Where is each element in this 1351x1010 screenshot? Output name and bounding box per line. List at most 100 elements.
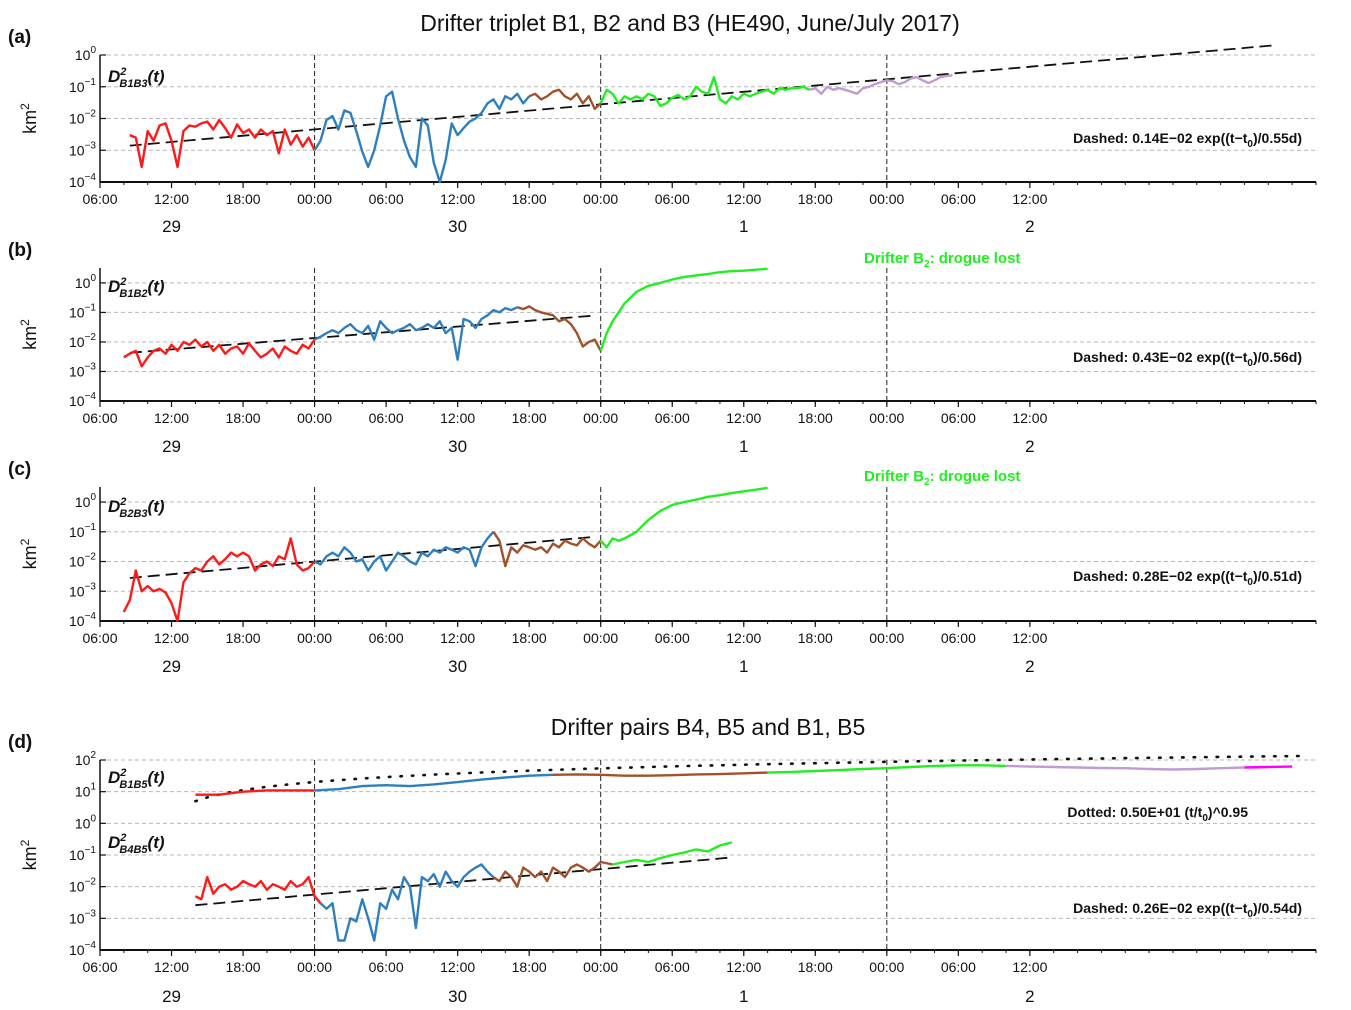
x-tick-label: 06:00 bbox=[655, 959, 690, 975]
x-tick-label: 12:00 bbox=[154, 410, 189, 426]
x-tick-label: 00:00 bbox=[869, 191, 904, 207]
y-tick-label: 101 bbox=[75, 782, 97, 800]
x-tick-label: 06:00 bbox=[369, 191, 404, 207]
data-line-day29 bbox=[195, 789, 315, 796]
fit-equation: Dashed: 0.26E−02 exp((t−t0​)/0.54d) bbox=[1073, 900, 1302, 920]
panel-label: (b) bbox=[8, 240, 32, 261]
dashed-exp-fit bbox=[129, 535, 595, 579]
x-tick-label: 18:00 bbox=[226, 410, 261, 426]
dashed-exp-fit bbox=[129, 314, 595, 354]
y-axis-label: km2 bbox=[18, 839, 40, 870]
y-tick-label: 10−4 bbox=[69, 172, 96, 190]
y-tick-label: 10−1 bbox=[69, 302, 96, 320]
x-tick-label: 06:00 bbox=[941, 410, 976, 426]
drogue-lost-annotation: Drifter B2​: drogue lost bbox=[864, 250, 1020, 270]
y-tick-label: 10−1 bbox=[69, 522, 96, 540]
fit-equation: Dashed: 0.43E−02 exp((t−t0​)/0.56d) bbox=[1073, 349, 1302, 369]
x-tick-label: 00:00 bbox=[583, 410, 618, 426]
x-tick-label: 18:00 bbox=[512, 630, 547, 646]
x-tick-label: 12:00 bbox=[440, 410, 475, 426]
y-tick-label: 102 bbox=[75, 750, 97, 768]
y-axis-label: km2 bbox=[18, 538, 40, 569]
data-line-day29 bbox=[123, 338, 316, 368]
day-label: 2 bbox=[1025, 657, 1034, 676]
panel-label: (c) bbox=[8, 459, 31, 480]
x-tick-label: 06:00 bbox=[941, 191, 976, 207]
x-tick-label: 06:00 bbox=[82, 410, 117, 426]
data-line-day1 bbox=[767, 764, 1007, 774]
x-tick-label: 00:00 bbox=[297, 959, 332, 975]
x-tick-label: 12:00 bbox=[154, 630, 189, 646]
x-tick-label: 18:00 bbox=[512, 191, 547, 207]
x-tick-label: 18:00 bbox=[798, 630, 833, 646]
x-tick-label: 12:00 bbox=[154, 191, 189, 207]
x-tick-label: 12:00 bbox=[1012, 410, 1047, 426]
day-label: 30 bbox=[448, 217, 467, 236]
chart-panel-c: 10−4 10−3 10−2 10−1 100 06:00 12:00 18:00 00:00 0… bbox=[8, 459, 1317, 676]
fit-equation: Dashed: 0.14E−02 exp((t−t0​)/0.55d) bbox=[1073, 130, 1302, 150]
chart-panel-b: 10−4 10−3 10−2 10−1 100 06:00 12:00 18:00 00:00 0… bbox=[8, 240, 1317, 456]
day-label: 30 bbox=[448, 657, 467, 676]
y-tick-label: 10−3 bbox=[69, 908, 96, 926]
y-tick-label: 10−4 bbox=[69, 940, 96, 958]
y-tick-label: 10−2 bbox=[69, 552, 96, 570]
y-tick-label: 10−4 bbox=[69, 391, 96, 409]
y-tick-label: 10−2 bbox=[69, 877, 96, 895]
x-tick-label: 00:00 bbox=[297, 410, 332, 426]
y-tick-label: 10−3 bbox=[69, 361, 96, 379]
x-tick-label: 06:00 bbox=[82, 630, 117, 646]
data-line-day1 bbox=[599, 486, 768, 549]
data-line-day29 bbox=[129, 118, 316, 169]
title-bottom: Drifter pairs B4, B5 and B1, B5 bbox=[551, 714, 866, 740]
y-axis-label: km2 bbox=[18, 319, 40, 350]
data-line-day30b bbox=[528, 88, 602, 111]
x-tick-label: 06:00 bbox=[369, 630, 404, 646]
x-tick-label: 18:00 bbox=[226, 191, 261, 207]
x-tick-label: 06:00 bbox=[369, 959, 404, 975]
x-tick-label: 12:00 bbox=[726, 410, 761, 426]
data-line-day29 bbox=[122, 537, 316, 623]
day-label: 1 bbox=[739, 217, 748, 236]
data-line-day30a bbox=[314, 531, 495, 572]
data-line-day29 bbox=[194, 875, 322, 904]
day-label: 29 bbox=[162, 657, 181, 676]
day-label: 2 bbox=[1025, 217, 1034, 236]
x-tick-label: 06:00 bbox=[655, 410, 690, 426]
drogue-lost-annotation: Drifter B2​: drogue lost bbox=[864, 468, 1020, 488]
y-tick-label: 10−2 bbox=[69, 332, 96, 350]
data-line-day30a bbox=[314, 306, 518, 361]
x-tick-label: 00:00 bbox=[869, 410, 904, 426]
chart-panel-a: 10−4 10−3 10−2 10−1 100 06:00 12:00 18:00 00:00 0… bbox=[8, 27, 1317, 236]
x-tick-label: 00:00 bbox=[869, 959, 904, 975]
panel-label: (a) bbox=[8, 27, 31, 48]
x-tick-label: 12:00 bbox=[1012, 191, 1047, 207]
data-line-day2 bbox=[1244, 765, 1293, 769]
x-tick-label: 18:00 bbox=[512, 410, 547, 426]
x-tick-label: 06:00 bbox=[655, 191, 690, 207]
y-tick-label: 10−1 bbox=[69, 845, 96, 863]
day-label: 30 bbox=[448, 437, 467, 456]
x-tick-label: 18:00 bbox=[226, 959, 261, 975]
series-label: D2 B2B3(t) bbox=[108, 496, 165, 520]
dashed-exp-fit bbox=[129, 44, 1275, 147]
x-tick-label: 18:00 bbox=[798, 959, 833, 975]
x-tick-label: 12:00 bbox=[154, 959, 189, 975]
day-label: 29 bbox=[162, 987, 181, 1006]
dotted-powerlaw-fit bbox=[194, 754, 1306, 803]
x-tick-label: 12:00 bbox=[440, 959, 475, 975]
x-tick-label: 06:00 bbox=[941, 959, 976, 975]
title-top: Drifter triplet B1, B2 and B3 (HE490, Ju… bbox=[420, 10, 960, 36]
y-tick-label: 100 bbox=[75, 273, 97, 291]
x-tick-label: 12:00 bbox=[726, 630, 761, 646]
x-tick-label: 00:00 bbox=[869, 630, 904, 646]
panel-label: (d) bbox=[8, 732, 32, 753]
panels-group: 10−4 10−3 10−2 10−1 100 06:00 12:00 18:00 00:00 0… bbox=[8, 27, 1317, 1006]
x-tick-label: 18:00 bbox=[798, 191, 833, 207]
data-line-day30b bbox=[492, 531, 602, 568]
y-tick-label: 10−3 bbox=[69, 140, 96, 158]
x-tick-label: 18:00 bbox=[798, 410, 833, 426]
y-tick-label: 10−1 bbox=[69, 77, 96, 95]
fit-equation: Dashed: 0.28E−02 exp((t−t0​)/0.51d) bbox=[1073, 568, 1302, 588]
